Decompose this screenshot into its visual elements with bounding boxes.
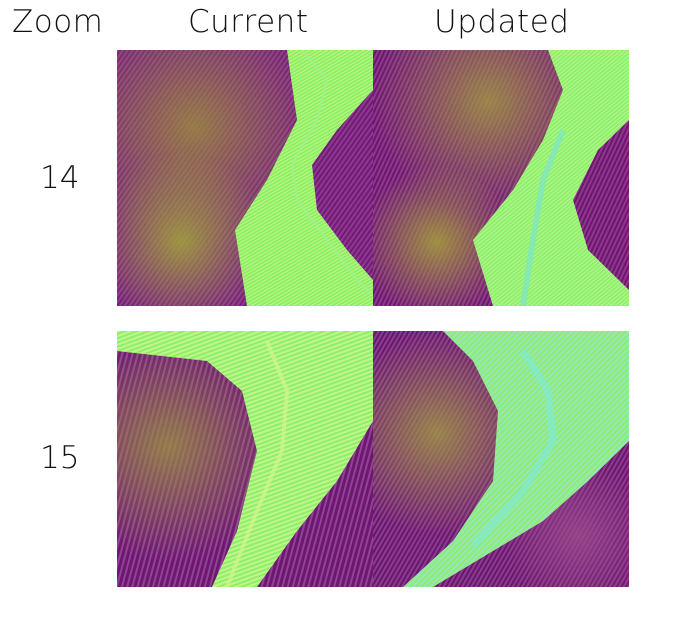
updated-column-header: Updated (434, 4, 570, 40)
zoom-level-14-label: 14 (40, 160, 80, 196)
current-column-header: Current (188, 4, 309, 40)
tile-zoom14-updated (373, 50, 629, 306)
tile-zoom15-current (117, 331, 373, 587)
zoom-column-header: Zoom (12, 4, 104, 40)
tile-zoom14-current (117, 50, 373, 306)
zoom-level-15-label: 15 (40, 440, 80, 476)
tile-zoom15-updated (373, 331, 629, 587)
